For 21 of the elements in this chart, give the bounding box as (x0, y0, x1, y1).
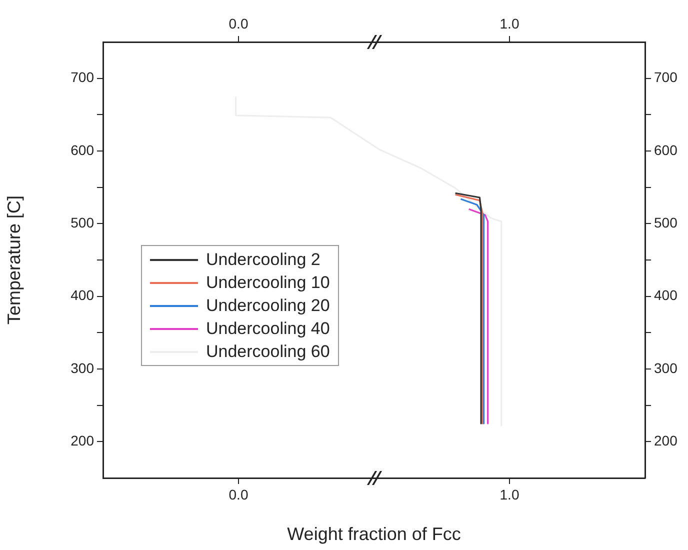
y-axis-title: Temperature [C] (4, 195, 24, 325)
y2-tick-label: 500 (654, 214, 678, 231)
y-tick-label: 200 (70, 432, 94, 449)
legend-label: Undercooling 60 (206, 342, 330, 362)
y2-tick-label: 700 (654, 69, 678, 86)
y-tick-label: 600 (70, 142, 94, 158)
x2-tick-label: 1.0 (500, 15, 520, 32)
y2-tick-label: 200 (654, 432, 678, 449)
y-tick-label: 300 (70, 360, 94, 376)
x2-tick-label: 0.0 (228, 15, 248, 32)
x-axis-title: Weight fraction of Fcc (287, 524, 461, 544)
y-tick-label: 500 (70, 214, 94, 231)
legend-label: Undercooling 10 (206, 272, 330, 292)
legend-label: Undercooling 20 (206, 296, 330, 316)
legend-label: Undercooling 40 (206, 318, 330, 338)
y2-tick-label: 300 (654, 360, 678, 376)
y2-tick-label: 600 (654, 142, 678, 158)
y-tick-label: 400 (70, 287, 94, 304)
y-tick-label: 700 (70, 69, 94, 86)
y2-tick-label: 400 (654, 287, 678, 304)
legend-label: Undercooling 2 (206, 250, 320, 270)
